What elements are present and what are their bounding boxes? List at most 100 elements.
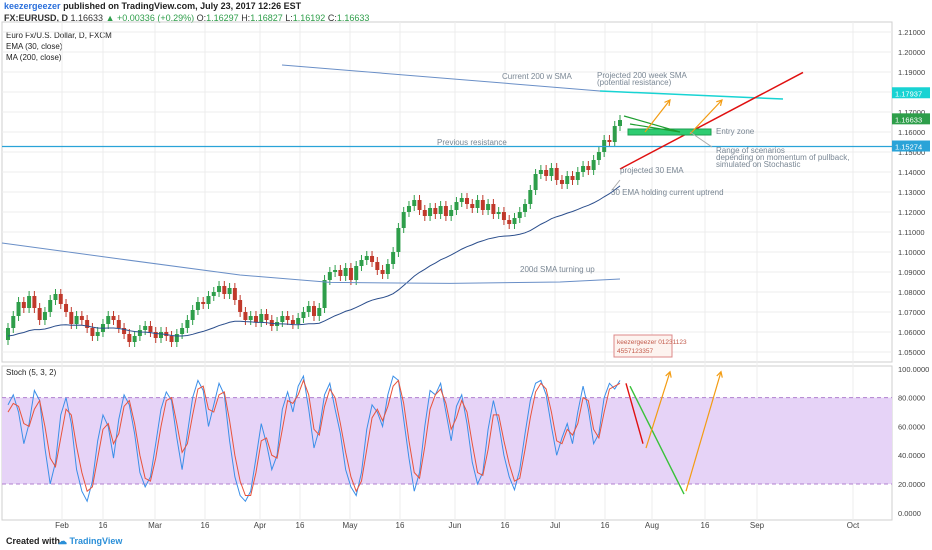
range-label-2: depending on momentum of pullback, [716, 153, 849, 162]
candle-body [248, 316, 253, 320]
candle-body [53, 294, 58, 300]
ma-200-line [1, 242, 621, 284]
candle-body [169, 336, 174, 342]
publisher-name[interactable]: keezergeezer [4, 1, 61, 11]
x-tick-label: 16 [701, 521, 710, 530]
candle-body [391, 252, 396, 264]
candle-body [222, 286, 227, 294]
x-tick-label: 16 [501, 521, 510, 530]
candle-body [333, 270, 338, 272]
annotation-pointer [689, 131, 713, 148]
candle-body [69, 312, 74, 324]
watermark-text-2: 4557123357 [617, 348, 654, 355]
candle-body [581, 166, 586, 172]
candle-body [143, 326, 148, 330]
stoch-red-projection [625, 383, 644, 444]
candle-body [21, 302, 26, 308]
x-tick-label: Jul [550, 521, 560, 530]
x-tick-label: 16 [296, 521, 305, 530]
candle-body [449, 210, 454, 216]
candle-body [612, 126, 617, 142]
candle-body [79, 316, 84, 320]
candle-body [211, 292, 216, 296]
projected-ema-label: projected 30 EMA [620, 166, 684, 175]
stoch-legend[interactable]: Stoch (5, 3, 2) [6, 368, 57, 377]
high-value: 1.16827 [250, 13, 283, 23]
footer: Created with ☁ TradingView [0, 532, 932, 550]
x-tick-label: Jun [449, 521, 462, 530]
x-tick-label: Mar [148, 521, 162, 530]
candle-body [201, 302, 206, 304]
candle-body [322, 280, 327, 308]
range-label-3: simulated on Stochastic [716, 160, 801, 169]
candle-body [359, 260, 364, 266]
candle-body [501, 212, 506, 220]
candle-body [591, 160, 596, 170]
price-arrow-1-head [664, 99, 671, 107]
candle-body [348, 268, 353, 280]
stoch-arrow-2-head [716, 370, 723, 378]
stoch-tick-label: 20.0000 [898, 480, 925, 489]
price-arrow-1 [644, 99, 671, 133]
stoch-tick-label: 100.0000 [898, 365, 929, 374]
price-tick-label: 1.08000 [898, 288, 925, 297]
scenario-green-lines [623, 115, 681, 133]
x-tick-label: Apr [254, 521, 267, 530]
ma-legend[interactable]: MA (200, close) [6, 53, 62, 62]
candle-body [507, 220, 512, 224]
chart-title[interactable]: Euro Fx/U.S. Dollar, D, FXCM [6, 31, 112, 40]
candle-body [512, 218, 517, 224]
range-label-1: Range of scenarios [716, 146, 785, 155]
candle-body [16, 302, 21, 316]
price-chart[interactable]: Current 200 w SMA Projected 200 week SMA(… [0, 0, 932, 532]
candle-body [206, 296, 211, 304]
candle-body [232, 288, 237, 300]
candle-body [32, 296, 37, 308]
projected-sma-sublabel: (potential resistance) [597, 78, 672, 87]
candle-body [491, 204, 496, 214]
candle-body [528, 190, 533, 204]
price-axis-tag [892, 140, 930, 152]
ema-holding-label: 30 EMA holding current uptrend [611, 188, 724, 197]
price-tick-label: 1.16000 [898, 128, 925, 137]
candle-body [90, 328, 95, 336]
symbol-label[interactable]: FX:EURUSD, D [4, 13, 69, 23]
close-value: 1.16633 [336, 13, 370, 23]
candle-body [164, 332, 169, 336]
candle-body [42, 312, 47, 320]
watermark-text: keezergeezer 01231123 [617, 339, 687, 346]
tradingview-label: TradingView [69, 536, 123, 546]
stoch-tick-label: 80.0000 [898, 394, 925, 403]
candle-body [459, 198, 464, 202]
candle-body [122, 328, 127, 334]
projected-sma-label: Projected 200 week SMA [597, 71, 687, 80]
tradingview-logo[interactable]: ☁ TradingView [58, 536, 123, 546]
ema-pointer [611, 179, 621, 191]
price-axis-tag-text: 1.16633 [895, 115, 922, 124]
candle-body [544, 170, 549, 176]
candle-body [465, 198, 469, 204]
stoch-arrow-1-head [665, 370, 672, 378]
candle-body [127, 334, 132, 342]
candle-body [618, 120, 622, 126]
price-tick-label: 1.14000 [898, 168, 925, 177]
price-tick-label: 1.07000 [898, 308, 925, 317]
candle-body [6, 328, 10, 340]
current-200w-sma-line [281, 64, 601, 92]
candle-body [354, 266, 359, 280]
x-tick-label: May [342, 521, 357, 530]
candle-body [312, 306, 316, 316]
candle-body [438, 206, 443, 214]
candle-body [343, 268, 348, 276]
low-value: 1.16192 [292, 13, 326, 23]
candle-body [106, 316, 111, 324]
candle-body [296, 318, 301, 324]
ema-legend[interactable]: EMA (30, close) [6, 42, 63, 51]
candle-body [475, 200, 480, 208]
candle-body [523, 204, 528, 212]
watermark-box [613, 334, 673, 358]
candle-body [538, 170, 543, 174]
candle-body [364, 256, 369, 260]
stoch-series-d [7, 378, 621, 497]
candle-body [486, 204, 491, 210]
